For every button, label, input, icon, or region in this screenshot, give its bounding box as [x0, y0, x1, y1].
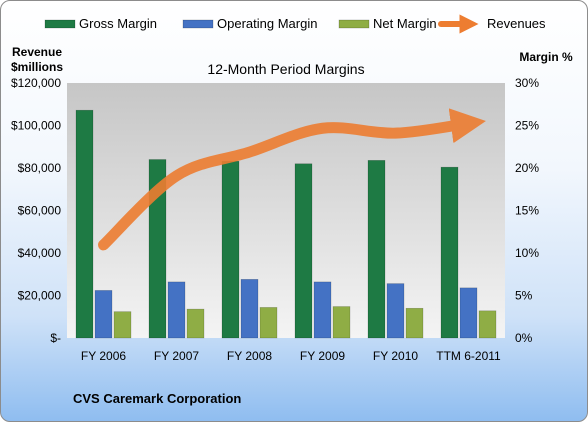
bar-gross-margin	[367, 160, 386, 339]
company-name: CVS Caremark Corporation	[73, 391, 241, 406]
bar-operating-margin	[240, 279, 259, 339]
left-tick-label: $60,000	[18, 204, 62, 218]
bar-gross-margin	[75, 109, 94, 339]
bar-net-margin	[332, 306, 351, 339]
legend-label-net-margin: Net Margin	[373, 16, 437, 31]
x-tick-label: FY 2007	[154, 349, 199, 363]
revenue-line-group	[98, 108, 486, 251]
x-tick-label: TTM 6-2011	[436, 349, 501, 363]
x-tick-label: FY 2010	[373, 349, 418, 363]
bar-gross-margin	[440, 166, 459, 339]
x-tick-label: FY 2009	[300, 349, 345, 363]
left-tick-label: $80,000	[18, 161, 62, 175]
left-tick-label: $40,000	[18, 246, 62, 260]
bar-net-margin	[405, 307, 424, 339]
legend-swatch-operating-margin	[182, 19, 214, 29]
right-axis-label: Margin %	[519, 50, 573, 64]
bar-gross-margin	[294, 163, 313, 339]
left-tick-label: $120,000	[11, 76, 61, 90]
bar-net-margin	[113, 311, 132, 339]
legend-swatch-net-margin	[338, 19, 370, 29]
legend: Gross Margin Operating Margin Net Margin Re…	[44, 14, 546, 34]
left-tick-label: $20,000	[18, 289, 62, 303]
right-tick-label: 10%	[515, 246, 539, 260]
right-tick-label: 25%	[515, 119, 539, 133]
bar-net-margin	[478, 310, 497, 339]
right-tick-label: 20%	[515, 161, 539, 175]
bars	[75, 109, 497, 339]
x-tick-label: FY 2006	[81, 349, 126, 363]
left-tick-label: $100,000	[11, 119, 61, 133]
right-tick-label: 0%	[515, 331, 533, 345]
bar-operating-margin	[459, 287, 478, 339]
left-axis-label-line-1: Revenue	[12, 45, 62, 59]
right-tick-label: 30%	[515, 76, 539, 90]
right-tick-label: 15%	[515, 204, 539, 218]
right-tick-label: 5%	[515, 289, 533, 303]
x-tick-label: FY 2008	[227, 349, 272, 363]
legend-label-operating-margin: Operating Margin	[217, 16, 317, 31]
bar-net-margin	[186, 308, 205, 339]
legend-label-gross-margin: Gross Margin	[79, 16, 157, 31]
legend-label-revenues: Revenues	[487, 16, 546, 31]
bar-operating-margin	[94, 290, 113, 339]
x-axis-ticks: FY 2006 FY 2007 FY 2008 FY 2009 FY 2010 TTM 6…	[81, 349, 501, 363]
chart-title: 12-Month Period Margins	[207, 61, 364, 77]
legend-swatch-gross-margin	[44, 19, 76, 29]
right-axis-ticks: 0% 5% 10% 15% 20% 25% 30%	[515, 76, 539, 345]
left-axis-ticks: $- $20,000 $40,000 $60,000 $80,000 $100,000 $1…	[11, 76, 61, 345]
left-tick-label: $-	[50, 331, 61, 345]
bar-operating-margin	[167, 281, 186, 339]
revenue-line	[98, 108, 486, 251]
bar-net-margin	[259, 307, 278, 339]
bar-gross-margin	[148, 159, 167, 339]
bar-gross-margin	[221, 160, 240, 339]
left-axis-label-line-2: $millions	[11, 60, 63, 74]
bar-operating-margin	[386, 283, 405, 339]
bar-operating-margin	[313, 281, 332, 339]
